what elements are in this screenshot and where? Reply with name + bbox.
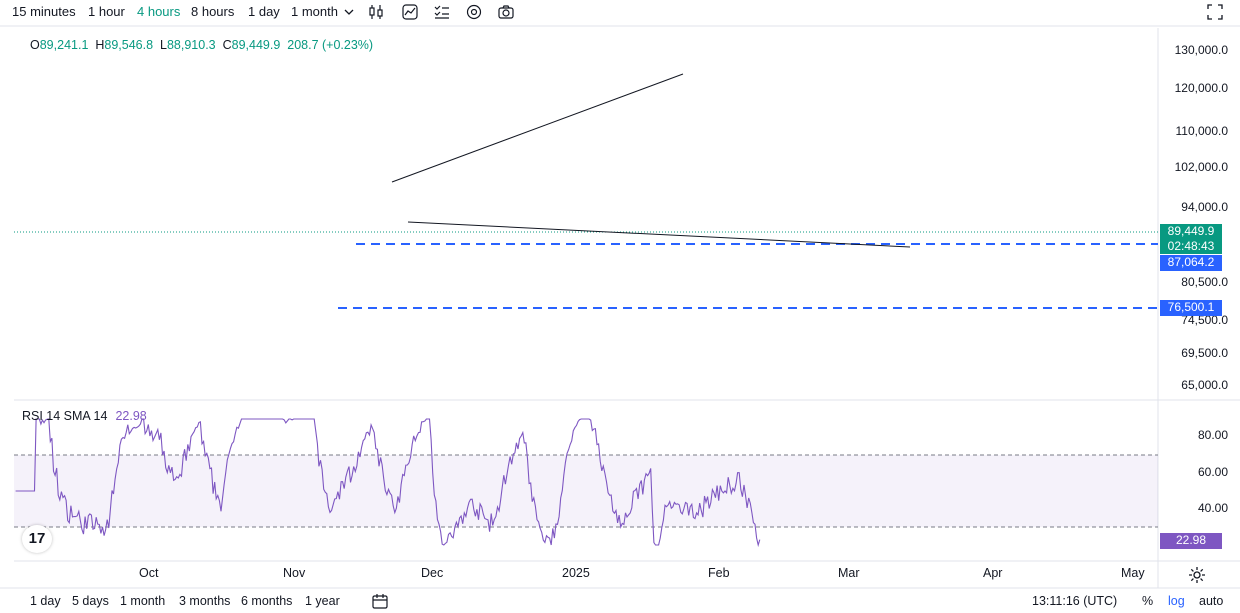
snapshot-icon[interactable] [497, 3, 515, 21]
fullscreen-icon[interactable] [1206, 3, 1224, 21]
timeframe-4-hours[interactable]: 4 hours [137, 4, 181, 19]
price-tick: 130,000.0 [1174, 43, 1228, 57]
timeframe-1-day[interactable]: 1 day [248, 4, 280, 19]
indicators-icon[interactable] [401, 3, 419, 21]
utc-clock[interactable]: 13:11:16 (UTC) [1032, 594, 1118, 608]
log-toggle[interactable]: log [1168, 594, 1185, 608]
tradingview-logo: 17 [22, 525, 52, 553]
range-1-day[interactable]: 1 day [30, 594, 61, 608]
upper-trendline [391, 73, 684, 183]
ohlc-legend: O89,241.1 H89,546.8 L88,910.3 C89,449.9 … [30, 38, 373, 52]
time-tick: Oct [139, 566, 159, 580]
high-label: H [95, 38, 105, 52]
open-value: 89,241.1 [39, 38, 89, 52]
bar-countdown: 02:48:43 [1167, 239, 1215, 253]
time-tick: Nov [283, 566, 306, 580]
price-tick: 110,000.0 [1175, 124, 1229, 138]
rsi-title: RSI 14 SMA 14 [22, 409, 108, 423]
low-value: 88,910.3 [166, 38, 216, 52]
chart-toolbar: 15 minutes 1 hour 4 hours 8 hours 1 day … [0, 0, 1240, 24]
chevron-down-icon[interactable] [340, 3, 358, 21]
price-tick: 120,000.0 [1174, 81, 1228, 95]
lower-trendline [407, 221, 911, 248]
range-6-months[interactable]: 6 months [241, 594, 293, 608]
percent-toggle[interactable]: % [1142, 594, 1154, 608]
settings-icon[interactable] [465, 3, 483, 21]
rsi-value: 22.98 [115, 409, 147, 423]
timeframe-15-minutes[interactable]: 15 minutes [12, 4, 76, 19]
close-label: C [222, 38, 232, 52]
candles-icon[interactable] [367, 3, 385, 21]
time-tick: Dec [421, 566, 444, 580]
date-range-icon[interactable] [371, 592, 389, 610]
templates-icon[interactable] [433, 3, 451, 21]
rsi-value-badge: 22.98 [1160, 533, 1222, 549]
high-value: 89,546.8 [104, 38, 154, 52]
rsi-tick: 40.00 [1197, 501, 1228, 515]
close-value: 89,449.9 [231, 38, 281, 52]
bottom-toolbar: 1 day 5 days 1 month 3 months 6 months 1… [0, 588, 1240, 613]
current-price-value: 89,449.9 [1167, 224, 1215, 238]
price-tick: 69,500.0 [1181, 346, 1228, 360]
price-tick: 102,000.0 [1174, 160, 1228, 174]
low-label: L [160, 38, 167, 52]
time-tick: Mar [838, 566, 860, 580]
time-tick: Feb [708, 566, 730, 580]
rsi-plot [15, 418, 761, 548]
price-tick: 74,500.0 [1181, 313, 1228, 327]
price-tick: 94,000.0 [1181, 200, 1228, 214]
level-badge-1: 87,064.2 [1160, 255, 1222, 271]
rsi-band-background [14, 455, 1158, 527]
range-1-year[interactable]: 1 year [305, 594, 340, 608]
rsi-line [15, 418, 761, 548]
timeframe-8-hours[interactable]: 8 hours [191, 4, 235, 19]
rsi-tick: 80.00 [1197, 428, 1228, 442]
range-3-months[interactable]: 3 months [179, 594, 231, 608]
gear-icon[interactable] [1188, 566, 1206, 584]
price-tick: 65,000.0 [1181, 378, 1228, 392]
current-price-badge: 89,449.9 02:48:43 [1160, 224, 1222, 254]
range-5-days[interactable]: 5 days [72, 594, 109, 608]
timeframe-1-hour[interactable]: 1 hour [88, 4, 125, 19]
timeframe-1-month[interactable]: 1 month [291, 4, 338, 19]
change-value: 208.7 (+0.23%) [287, 38, 374, 52]
price-tick: 80,500.0 [1181, 275, 1228, 289]
rsi-tick: 60.00 [1197, 465, 1228, 479]
level-badge-2: 76,500.1 [1160, 300, 1222, 316]
time-tick: May [1121, 566, 1145, 580]
auto-toggle[interactable]: auto [1199, 594, 1224, 608]
rsi-legend[interactable]: RSI 14 SMA 14 22.98 [22, 409, 147, 423]
time-tick: Apr [983, 566, 1003, 580]
time-tick: 2025 [562, 566, 590, 580]
range-1-month[interactable]: 1 month [120, 594, 166, 608]
open-label: O [30, 38, 40, 52]
